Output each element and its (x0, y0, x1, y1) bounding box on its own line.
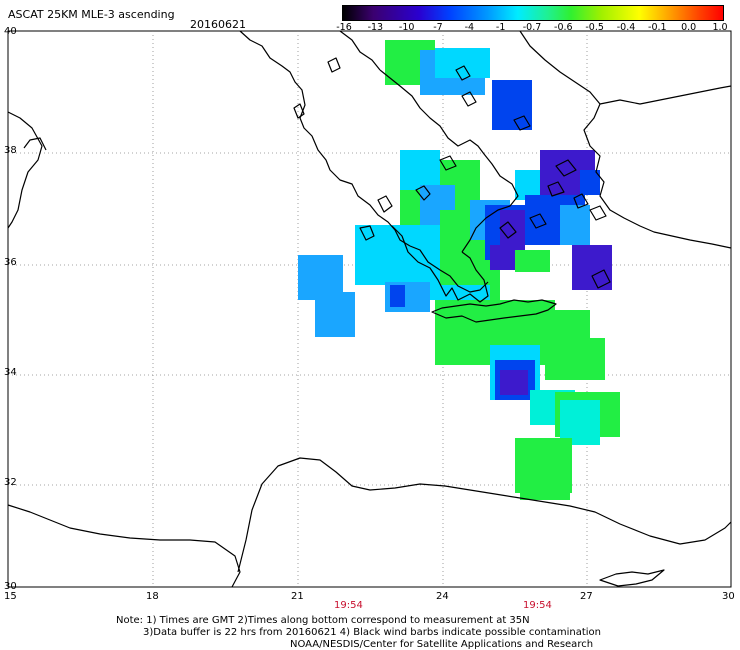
lat-label: 38 (4, 145, 17, 156)
colorbar-tick-label: -10 (398, 22, 415, 33)
colorbar-tick-label: -0.5 (585, 22, 604, 33)
colorbar-tick-label: -16 (336, 22, 352, 33)
colorbar-tick-label: -4 (464, 22, 475, 33)
lat-label: 36 (4, 257, 17, 268)
lon-label: 24 (436, 591, 449, 602)
lat-label: 32 (4, 477, 17, 488)
footer-credit: NOAA/NESDIS/Center for Satellite Applica… (290, 639, 594, 650)
lon-label: 18 (146, 591, 159, 602)
lon-label: 21 (291, 591, 304, 602)
lon-label: 27 (580, 591, 593, 602)
lat-label: 30 (4, 581, 17, 592)
colorbar-tick-label: -13 (367, 22, 384, 33)
chart-title: ASCAT 25KM MLE-3 ascending (8, 8, 175, 21)
colorbar (342, 5, 724, 21)
lat-label: 40 (4, 26, 17, 37)
grid-lines (8, 31, 731, 587)
colorbar-tick-label: -1 (495, 22, 506, 33)
lat-label: 34 (4, 367, 17, 378)
colorbar-tick-label: 0.0 (681, 22, 697, 33)
colorbar-tick-label: -7 (433, 22, 443, 33)
chart-date: 20160621 (190, 18, 246, 31)
colorbar-tick-label: -0.6 (554, 22, 573, 33)
pass-time: 19:54 (523, 600, 552, 611)
colorbar-tick-label: 1.0 (712, 22, 728, 33)
lon-label: 15 (4, 591, 17, 602)
colorbar-tick-label: -0.4 (616, 22, 636, 33)
plot-frame (7, 30, 732, 588)
wind-data-swath (298, 40, 620, 500)
footer-note-line1: Note: 1) Times are GMT 2)Times along bot… (116, 615, 530, 626)
footer-note-line2: 3)Data buffer is 22 hrs from 20160621 4)… (143, 627, 601, 638)
pass-time: 19:54 (334, 600, 363, 611)
colorbar-tick-label: -0.1 (648, 22, 667, 33)
colorbar-tick-label: -0.7 (522, 22, 542, 33)
coastline (7, 30, 732, 588)
lon-label: 30 (722, 591, 735, 602)
